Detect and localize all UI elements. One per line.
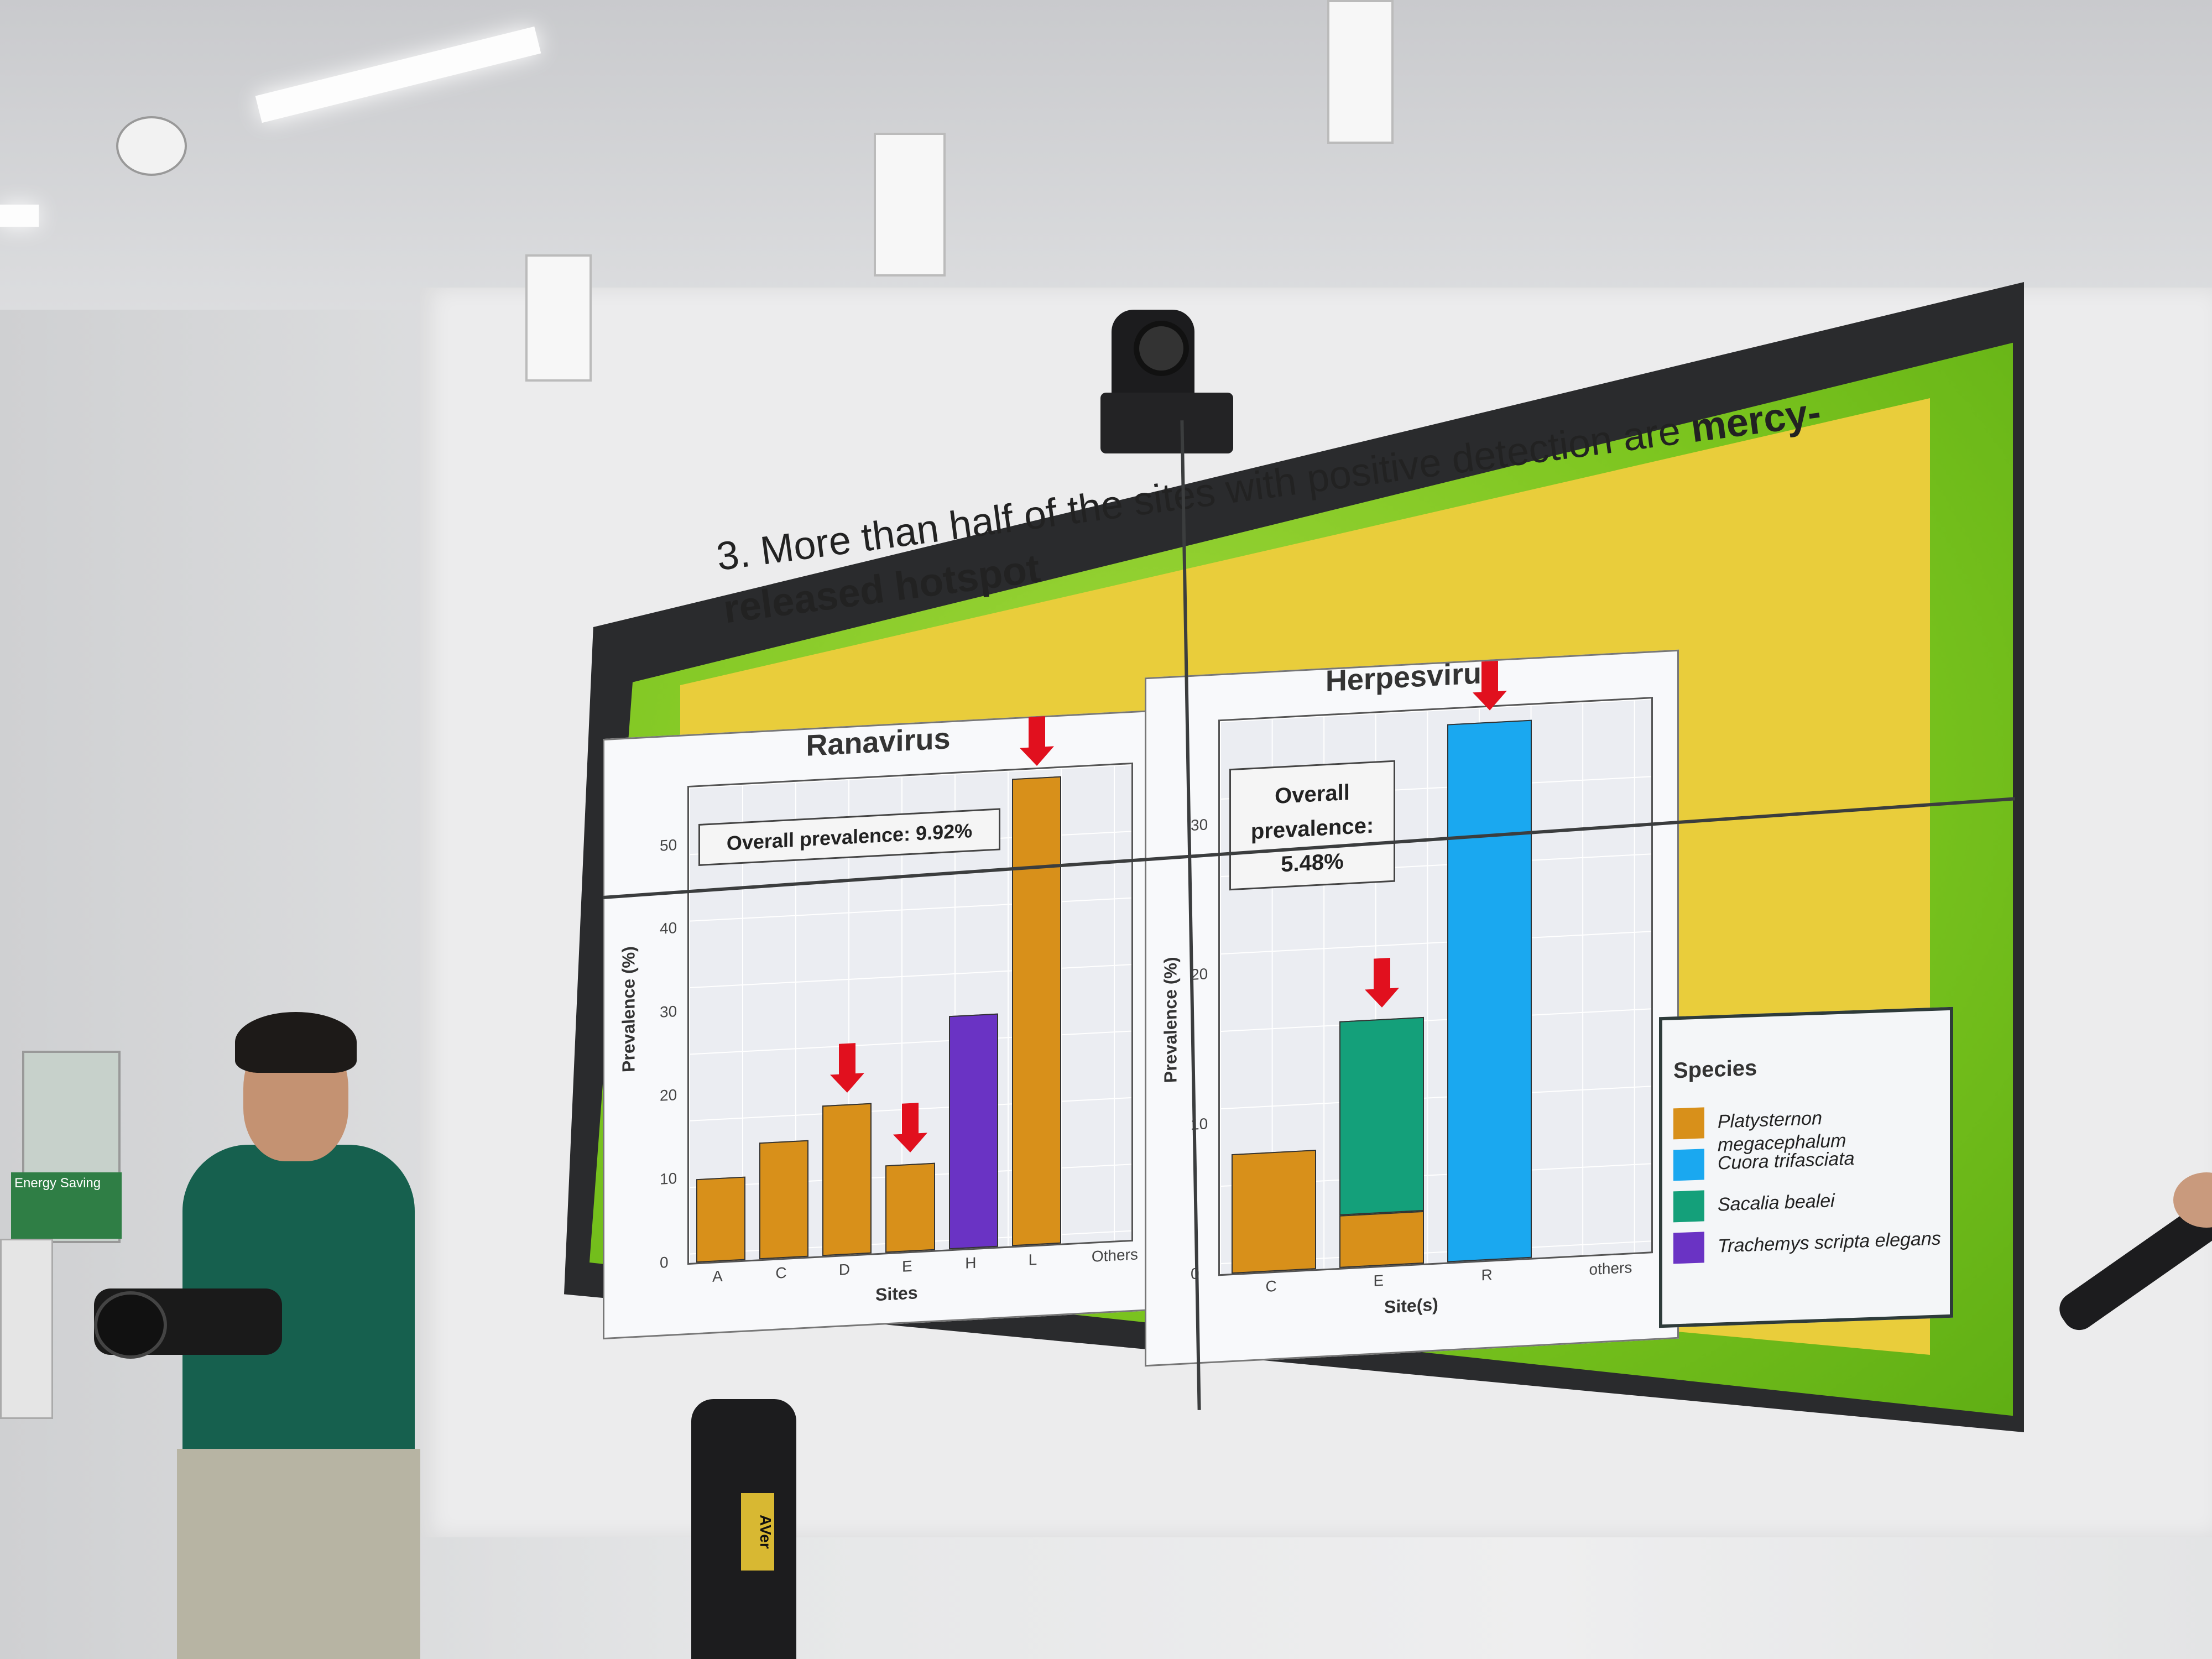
legend-swatch <box>1673 1107 1704 1140</box>
x-axis-title: Site(s) <box>1384 1294 1438 1317</box>
highlight-arrow <box>1028 716 1045 750</box>
legend-swatch <box>1673 1232 1704 1264</box>
y-tick-label: 50 <box>660 836 677 854</box>
bar-L <box>1012 776 1062 1246</box>
x-tick-label: others <box>1589 1259 1632 1279</box>
highlight-arrow <box>1373 958 1390 992</box>
legend-item: Sacalia bealei <box>1673 1182 1950 1224</box>
legend-swatch <box>1673 1190 1704 1223</box>
x-tick-label: C <box>775 1264 787 1282</box>
highlight-arrow <box>902 1102 919 1137</box>
smoke-detector <box>116 116 187 176</box>
x-tick-label: E <box>1373 1271 1384 1290</box>
camera-lens <box>94 1291 167 1359</box>
device-brand-label: AVer <box>741 1493 774 1571</box>
ceiling <box>0 0 2212 343</box>
bar-E <box>1339 1016 1424 1216</box>
y-tick-label: 30 <box>660 1003 677 1021</box>
legend-title: Species <box>1673 1056 1757 1083</box>
x-tick-label: R <box>1481 1266 1493 1284</box>
ceiling-light-bar <box>0 205 39 227</box>
bar-H <box>948 1013 998 1250</box>
y-axis-title: Prevalence (%) <box>618 946 639 1073</box>
y-tick-label: 20 <box>660 1086 677 1104</box>
y-tick-label: 10 <box>660 1170 677 1188</box>
highlight-arrow <box>1481 660 1498 695</box>
y-tick-label: 30 <box>1191 816 1208 834</box>
bar-C <box>1232 1149 1316 1274</box>
ceiling-spotlight <box>1327 0 1394 144</box>
bar-E <box>885 1162 935 1253</box>
highlight-arrow <box>838 1043 855 1078</box>
overall-prevalence-box: Overall prevalence: 5.48% <box>1229 760 1395 891</box>
bar-C <box>759 1140 808 1260</box>
ceiling-spotlight <box>874 133 946 276</box>
legend-label: Cuora trifasciata <box>1718 1147 1855 1174</box>
species-legend: Species Platysternon megacephalum Cuora … <box>1659 1006 1953 1328</box>
x-tick-label: Others <box>1091 1245 1138 1265</box>
legend-item: Platysternon megacephalum <box>1673 1099 1950 1156</box>
bar-E <box>1339 1211 1424 1268</box>
legend-label: Sacalia bealei <box>1718 1190 1835 1215</box>
y-tick-label: 40 <box>660 919 677 938</box>
x-tick-label: D <box>838 1260 850 1279</box>
ceiling-spotlight <box>525 254 592 382</box>
y-tick-label: 0 <box>660 1253 669 1271</box>
legend-swatch <box>1673 1149 1704 1181</box>
energy-saving-sign: Energy Saving <box>11 1172 122 1239</box>
bar-R <box>1447 719 1532 1262</box>
x-tick-label: H <box>965 1254 977 1272</box>
x-axis-title: Sites <box>875 1282 918 1305</box>
wall-switch-panel <box>0 1239 53 1419</box>
x-tick-label: L <box>1028 1250 1037 1269</box>
bar-A <box>696 1176 745 1263</box>
bar-D <box>822 1103 872 1256</box>
legend-item: Cuora trifasciata <box>1673 1140 1950 1183</box>
y-axis-title: Prevalence (%) <box>1160 956 1181 1084</box>
legend-label: Trachemys scripta elegans <box>1718 1228 1941 1257</box>
ptz-camera <box>1100 310 1233 459</box>
x-tick-label: C <box>1265 1277 1277 1295</box>
x-tick-label: E <box>902 1257 912 1275</box>
x-tick-label: A <box>712 1267 723 1285</box>
legend-item: Trachemys scripta elegans <box>1673 1223 1950 1266</box>
